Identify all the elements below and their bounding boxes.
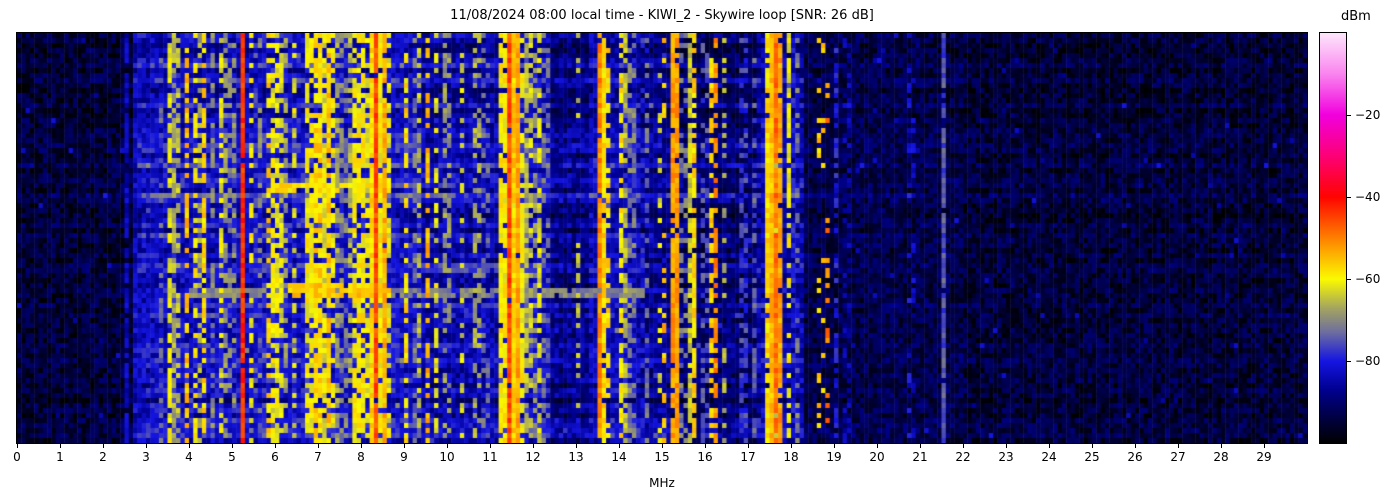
x-tick-mark <box>1134 444 1136 448</box>
x-tick-mark <box>59 444 61 448</box>
x-tick-mark <box>1177 444 1179 448</box>
x-tick-mark <box>102 444 104 448</box>
colorbar-ticks: −20 −40 −60 −80 <box>1347 33 1397 443</box>
colorbar <box>1319 32 1347 444</box>
colorbar-tick-label: −80 <box>1355 354 1381 368</box>
x-tick-mark <box>790 444 792 448</box>
colorbar-tick-mark <box>1347 115 1351 116</box>
x-tick-label: 6 <box>271 450 279 464</box>
colorbar-tick-label: −60 <box>1355 272 1381 286</box>
x-tick-label: 28 <box>1213 450 1229 464</box>
x-tick-label: 5 <box>228 450 236 464</box>
x-tick-mark <box>575 444 577 448</box>
x-tick-label: 29 <box>1256 450 1272 464</box>
chart-title: 11/08/2024 08:00 local time - KIWI_2 - S… <box>450 8 874 23</box>
x-tick-label: 20 <box>869 450 885 464</box>
x-tick-mark <box>360 444 362 448</box>
x-tick-label: 27 <box>1170 450 1186 464</box>
x-tick-mark <box>403 444 405 448</box>
colorbar-title: dBm <box>1341 9 1371 24</box>
x-tick-label: 10 <box>439 450 455 464</box>
x-tick-label: 22 <box>955 450 971 464</box>
x-tick-mark <box>618 444 620 448</box>
x-tick-mark <box>833 444 835 448</box>
x-tick-mark <box>188 444 190 448</box>
x-tick-label: 25 <box>1084 450 1100 464</box>
x-tick-label: 7 <box>314 450 322 464</box>
x-tick-label: 1 <box>56 450 64 464</box>
x-tick-label: 15 <box>654 450 670 464</box>
colorbar-tick-mark <box>1347 279 1351 280</box>
x-tick-mark <box>317 444 319 448</box>
x-tick-label: 4 <box>185 450 193 464</box>
x-tick-label: 8 <box>357 450 365 464</box>
x-tick-label: 26 <box>1127 450 1143 464</box>
x-tick-label: 23 <box>998 450 1014 464</box>
x-tick-label: 13 <box>568 450 584 464</box>
x-tick-mark <box>704 444 706 448</box>
x-tick-mark <box>274 444 276 448</box>
x-tick-mark <box>962 444 964 448</box>
x-tick-mark <box>661 444 663 448</box>
x-tick-label: 18 <box>783 450 799 464</box>
x-tick-label: 24 <box>1041 450 1057 464</box>
x-tick-mark <box>1005 444 1007 448</box>
x-tick-label: 16 <box>697 450 713 464</box>
x-axis-ticks: 0 1 2 3 4 5 6 7 8 9 10 11 12 13 14 15 16 17 18 19 20 21 22 23 24… <box>13 444 1307 474</box>
x-tick-label: 0 <box>13 450 21 464</box>
x-tick-label: 21 <box>912 450 928 464</box>
colorbar-tick-label: −20 <box>1355 108 1381 122</box>
x-tick-mark <box>489 444 491 448</box>
x-tick-label: 19 <box>826 450 842 464</box>
x-tick-label: 14 <box>611 450 627 464</box>
x-tick-mark <box>919 444 921 448</box>
colorbar-tick-mark <box>1347 197 1351 198</box>
colorbar-tick-mark <box>1347 361 1351 362</box>
x-axis-label: MHz <box>649 476 675 490</box>
x-tick-label: 17 <box>740 450 756 464</box>
x-tick-mark <box>1263 444 1265 448</box>
x-tick-mark <box>1048 444 1050 448</box>
x-tick-label: 12 <box>525 450 541 464</box>
x-tick-label: 2 <box>99 450 107 464</box>
x-tick-label: 9 <box>400 450 408 464</box>
x-tick-label: 3 <box>142 450 150 464</box>
x-tick-mark <box>747 444 749 448</box>
x-tick-label: 11 <box>482 450 498 464</box>
plot-area <box>16 32 1308 444</box>
x-tick-mark <box>876 444 878 448</box>
x-tick-mark <box>1220 444 1222 448</box>
x-tick-mark <box>532 444 534 448</box>
x-tick-mark <box>1091 444 1093 448</box>
spectrogram-canvas <box>17 33 1307 443</box>
x-tick-mark <box>145 444 147 448</box>
x-tick-mark <box>231 444 233 448</box>
colorbar-tick-label: −40 <box>1355 190 1381 204</box>
x-tick-mark <box>446 444 448 448</box>
x-tick-mark <box>16 444 18 448</box>
